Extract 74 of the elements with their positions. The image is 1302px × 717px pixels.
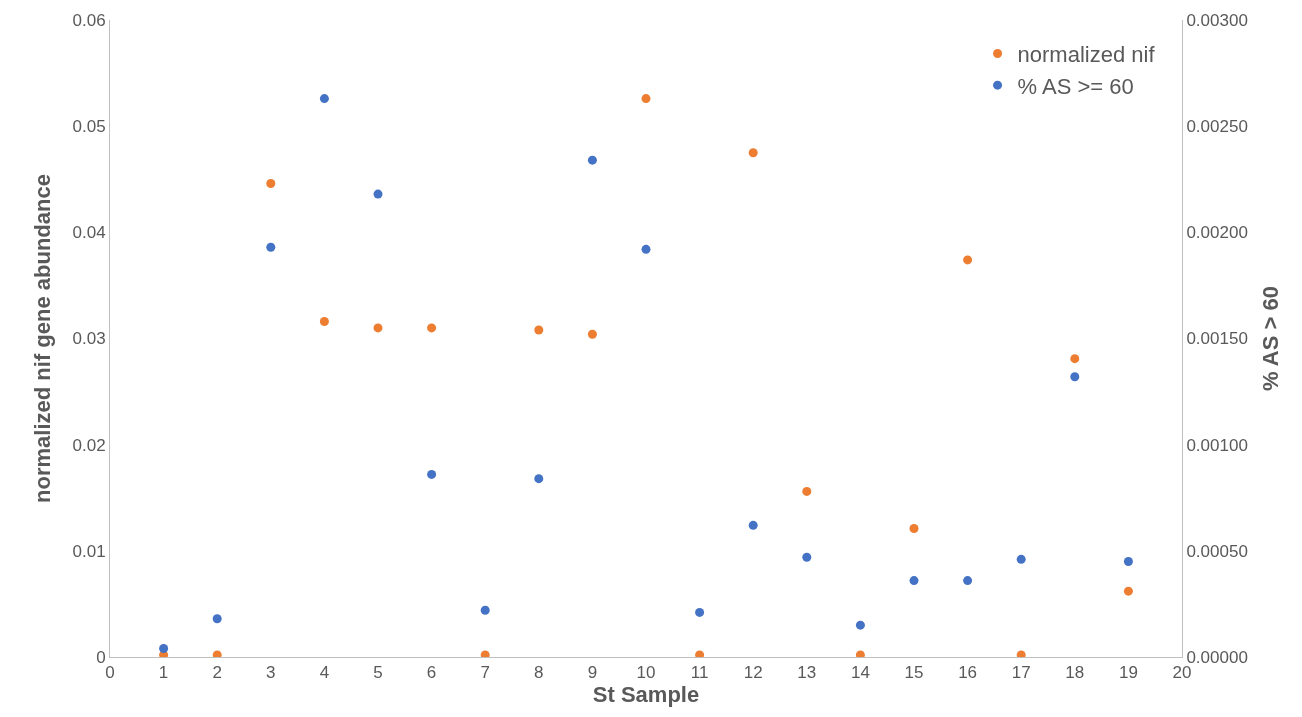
point — [1123, 556, 1133, 566]
point — [587, 329, 597, 339]
y2-tick-label: 0.00050 — [1186, 541, 1248, 561]
point — [1016, 554, 1026, 564]
x-tick-label: 12 — [743, 663, 763, 683]
y-tick-label: 0.01 — [72, 541, 106, 561]
point — [855, 620, 865, 630]
y-tick-label: 0.02 — [72, 435, 106, 455]
y2-tick-label: 0.00250 — [1186, 117, 1248, 137]
point — [587, 155, 597, 165]
x-tick-label: 17 — [1011, 663, 1031, 683]
point — [802, 486, 812, 496]
x-tick-label: 5 — [373, 663, 383, 683]
point — [695, 650, 705, 657]
y-tick-label: 0.05 — [72, 117, 106, 137]
x-tick-label: 4 — [319, 663, 330, 683]
y-tick-label: 0 — [96, 647, 106, 667]
point — [534, 325, 544, 335]
y-tick-label: 0.04 — [72, 223, 106, 243]
point — [1070, 372, 1080, 382]
point — [319, 317, 329, 327]
point — [480, 605, 490, 615]
y2-tick-label: 0.00300 — [1186, 10, 1248, 30]
point — [695, 607, 705, 617]
point — [909, 524, 919, 534]
x-tick-label: 7 — [480, 663, 490, 683]
point — [748, 520, 758, 530]
x-tick-label: 13 — [797, 663, 817, 683]
point — [909, 576, 919, 586]
x-tick-label: 3 — [266, 663, 276, 683]
point — [373, 189, 383, 199]
point — [159, 644, 169, 654]
y2-tick-label: 0.00100 — [1186, 435, 1248, 455]
point — [855, 650, 865, 657]
x-tick-label: 16 — [958, 663, 978, 683]
y-tick-label: 0.06 — [72, 10, 106, 30]
point — [319, 94, 329, 104]
x-tick-label: 18 — [1065, 663, 1085, 683]
x-tick-label: 2 — [212, 663, 222, 683]
x-tick-label: 19 — [1118, 663, 1138, 683]
point — [427, 323, 437, 333]
legend-label: % AS >= 60 — [1017, 73, 1134, 99]
point — [963, 255, 973, 265]
point — [212, 650, 222, 657]
x-tick-label: 14 — [850, 663, 870, 683]
point — [480, 650, 490, 657]
y2-tick-label: 0.00150 — [1186, 329, 1248, 349]
point — [641, 94, 651, 104]
point — [963, 576, 973, 586]
x-axis-title: St Sample — [592, 682, 700, 708]
legend-label: normalized nif — [1017, 42, 1156, 68]
point — [1016, 650, 1026, 657]
y2-axis-title: % AS > 60 — [1257, 286, 1283, 391]
point — [534, 474, 544, 484]
point — [802, 552, 812, 562]
x-tick-label: 1 — [158, 663, 169, 683]
point — [748, 148, 758, 158]
x-tick-label: 10 — [636, 663, 656, 683]
x-tick-label: 6 — [426, 663, 437, 683]
x-tick-label: 11 — [690, 663, 709, 683]
point — [641, 244, 651, 254]
point — [212, 614, 222, 624]
point — [427, 469, 437, 479]
y-tick-label: 0.03 — [72, 329, 106, 349]
y-axis-title: normalized nif gene abundance — [30, 174, 56, 503]
point — [266, 179, 276, 188]
x-tick-label: 15 — [904, 663, 924, 683]
point — [1123, 586, 1133, 596]
x-tick-label: 9 — [587, 663, 598, 683]
point — [1070, 354, 1080, 364]
y2-tick-label: 0.00200 — [1186, 223, 1248, 243]
point — [373, 323, 383, 333]
x-tick-label: 8 — [534, 663, 544, 683]
point — [266, 242, 276, 252]
